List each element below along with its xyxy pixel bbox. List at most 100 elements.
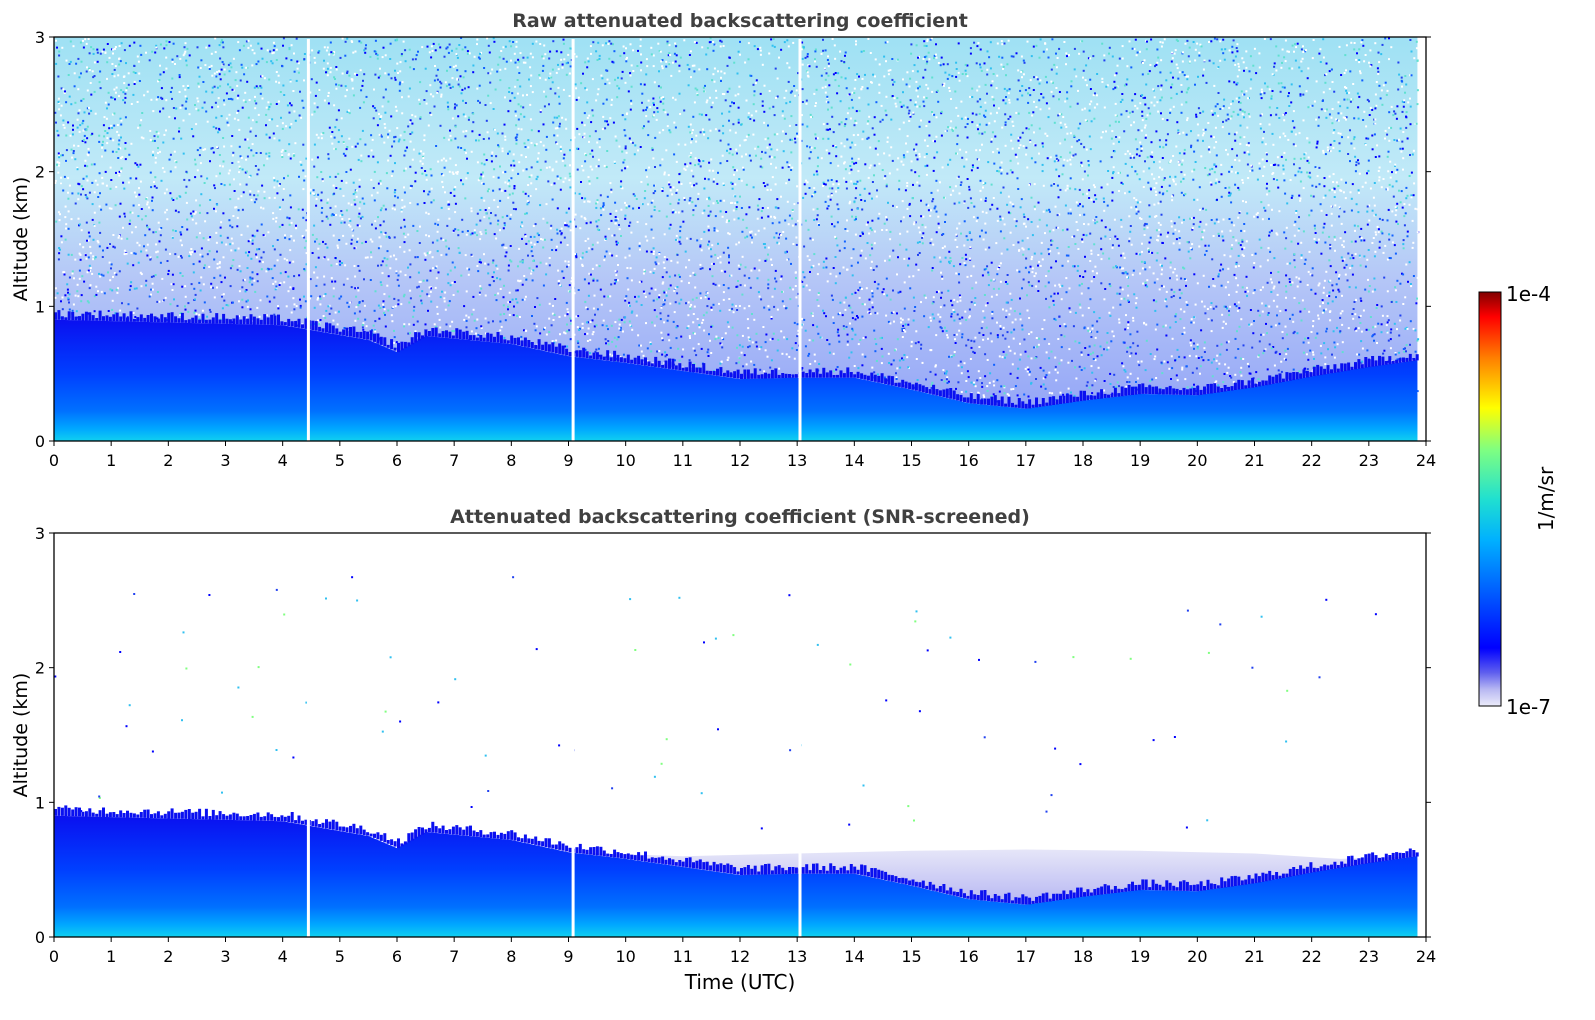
noise-pixel xyxy=(1194,161,1197,163)
noise-pixel xyxy=(669,202,672,205)
noise-pixel xyxy=(522,56,525,59)
noise-pixel xyxy=(691,138,693,141)
noise-pixel xyxy=(352,193,355,196)
noise-pixel xyxy=(262,261,264,264)
noise-pixel xyxy=(591,243,594,246)
noise-pixel xyxy=(1172,180,1175,183)
noise-pixel xyxy=(120,237,123,240)
noise-pixel xyxy=(569,220,572,223)
noise-pixel xyxy=(384,88,387,91)
noise-pixel xyxy=(1369,49,1372,52)
noise-pixel xyxy=(1178,237,1181,239)
noise-pixel xyxy=(1389,331,1392,334)
noise-pixel xyxy=(916,181,919,184)
noise-pixel xyxy=(79,258,82,261)
noise-pixel xyxy=(1202,74,1205,77)
noise-pixel xyxy=(539,204,542,207)
noise-pixel xyxy=(1132,342,1135,345)
noise-pixel xyxy=(666,42,669,45)
noise-pixel xyxy=(1396,202,1399,205)
noise-pixel xyxy=(969,95,971,98)
noise-pixel xyxy=(616,218,619,221)
noise-pixel xyxy=(811,194,814,197)
noise-pixel xyxy=(966,178,969,180)
noise-pixel xyxy=(820,157,823,160)
noise-pixel xyxy=(446,224,449,227)
noise-pixel xyxy=(1027,218,1030,221)
noise-pixel xyxy=(901,327,904,330)
noise-pixel xyxy=(1178,152,1181,155)
noise-pixel xyxy=(1065,254,1068,257)
noise-pixel xyxy=(1200,155,1203,158)
noise-pixel xyxy=(1232,59,1235,62)
noise-pixel xyxy=(1091,324,1094,327)
noise-pixel xyxy=(721,154,724,157)
noise-pixel xyxy=(1020,198,1023,201)
noise-pixel xyxy=(1378,217,1381,220)
noise-pixel xyxy=(898,188,901,191)
noise-pixel xyxy=(987,271,990,274)
noise-pixel xyxy=(1363,110,1366,113)
noise-pixel xyxy=(1397,61,1400,64)
noise-pixel xyxy=(615,209,618,212)
noise-pixel xyxy=(963,201,966,204)
noise-pixel xyxy=(519,316,521,318)
noise-pixel xyxy=(272,282,275,285)
noise-pixel xyxy=(845,180,848,183)
noise-pixel xyxy=(548,302,551,305)
noise-pixel xyxy=(1228,80,1231,83)
noise-pixel xyxy=(984,182,987,185)
noise-pixel xyxy=(580,82,583,85)
noise-pixel xyxy=(986,50,989,53)
noise-pixel xyxy=(1344,54,1347,57)
noise-pixel xyxy=(837,334,840,337)
noise-pixel xyxy=(908,85,911,88)
noise-pixel xyxy=(980,229,983,232)
noise-pixel xyxy=(85,175,88,178)
noise-pixel xyxy=(563,331,566,334)
noise-pixel xyxy=(658,50,661,52)
noise-pixel xyxy=(991,317,994,320)
noise-pixel xyxy=(423,252,426,255)
noise-pixel xyxy=(778,367,781,370)
noise-pixel xyxy=(587,60,590,63)
noise-pixel xyxy=(1084,347,1087,349)
noise-pixel xyxy=(931,111,933,113)
noise-pixel xyxy=(277,305,279,308)
noise-pixel xyxy=(247,116,250,119)
noise-pixel xyxy=(65,134,68,137)
noise-pixel xyxy=(1245,201,1247,204)
noise-pixel xyxy=(700,249,703,252)
noise-pixel xyxy=(956,227,959,230)
noise-pixel xyxy=(880,347,883,350)
noise-pixel xyxy=(809,237,812,240)
noise-pixel xyxy=(384,208,387,211)
noise-pixel xyxy=(710,309,713,311)
noise-pixel xyxy=(1165,334,1168,337)
noise-pixel xyxy=(1103,106,1106,109)
noise-pixel xyxy=(297,71,300,74)
noise-pixel xyxy=(1300,254,1303,257)
noise-pixel xyxy=(640,304,643,306)
noise-pixel xyxy=(1144,103,1147,106)
noise-pixel xyxy=(743,354,746,357)
noise-pixel xyxy=(731,307,734,310)
noise-pixel xyxy=(1103,59,1106,62)
noise-pixel xyxy=(1278,322,1281,325)
noise-pixel xyxy=(934,365,937,368)
noise-pixel xyxy=(1104,235,1107,238)
noise-pixel xyxy=(112,245,115,248)
noise-pixel xyxy=(223,68,226,71)
noise-pixel xyxy=(888,255,891,258)
noise-pixel xyxy=(1051,240,1054,242)
noise-pixel xyxy=(1404,91,1406,94)
noise-pixel xyxy=(454,202,457,205)
noise-pixel xyxy=(86,107,89,110)
noise-pixel xyxy=(463,148,466,151)
noise-pixel xyxy=(156,135,159,138)
noise-pixel xyxy=(918,85,921,88)
noise-pixel xyxy=(426,293,429,296)
noise-pixel xyxy=(302,216,305,219)
noise-pixel xyxy=(373,107,376,109)
noise-pixel xyxy=(1180,292,1183,295)
